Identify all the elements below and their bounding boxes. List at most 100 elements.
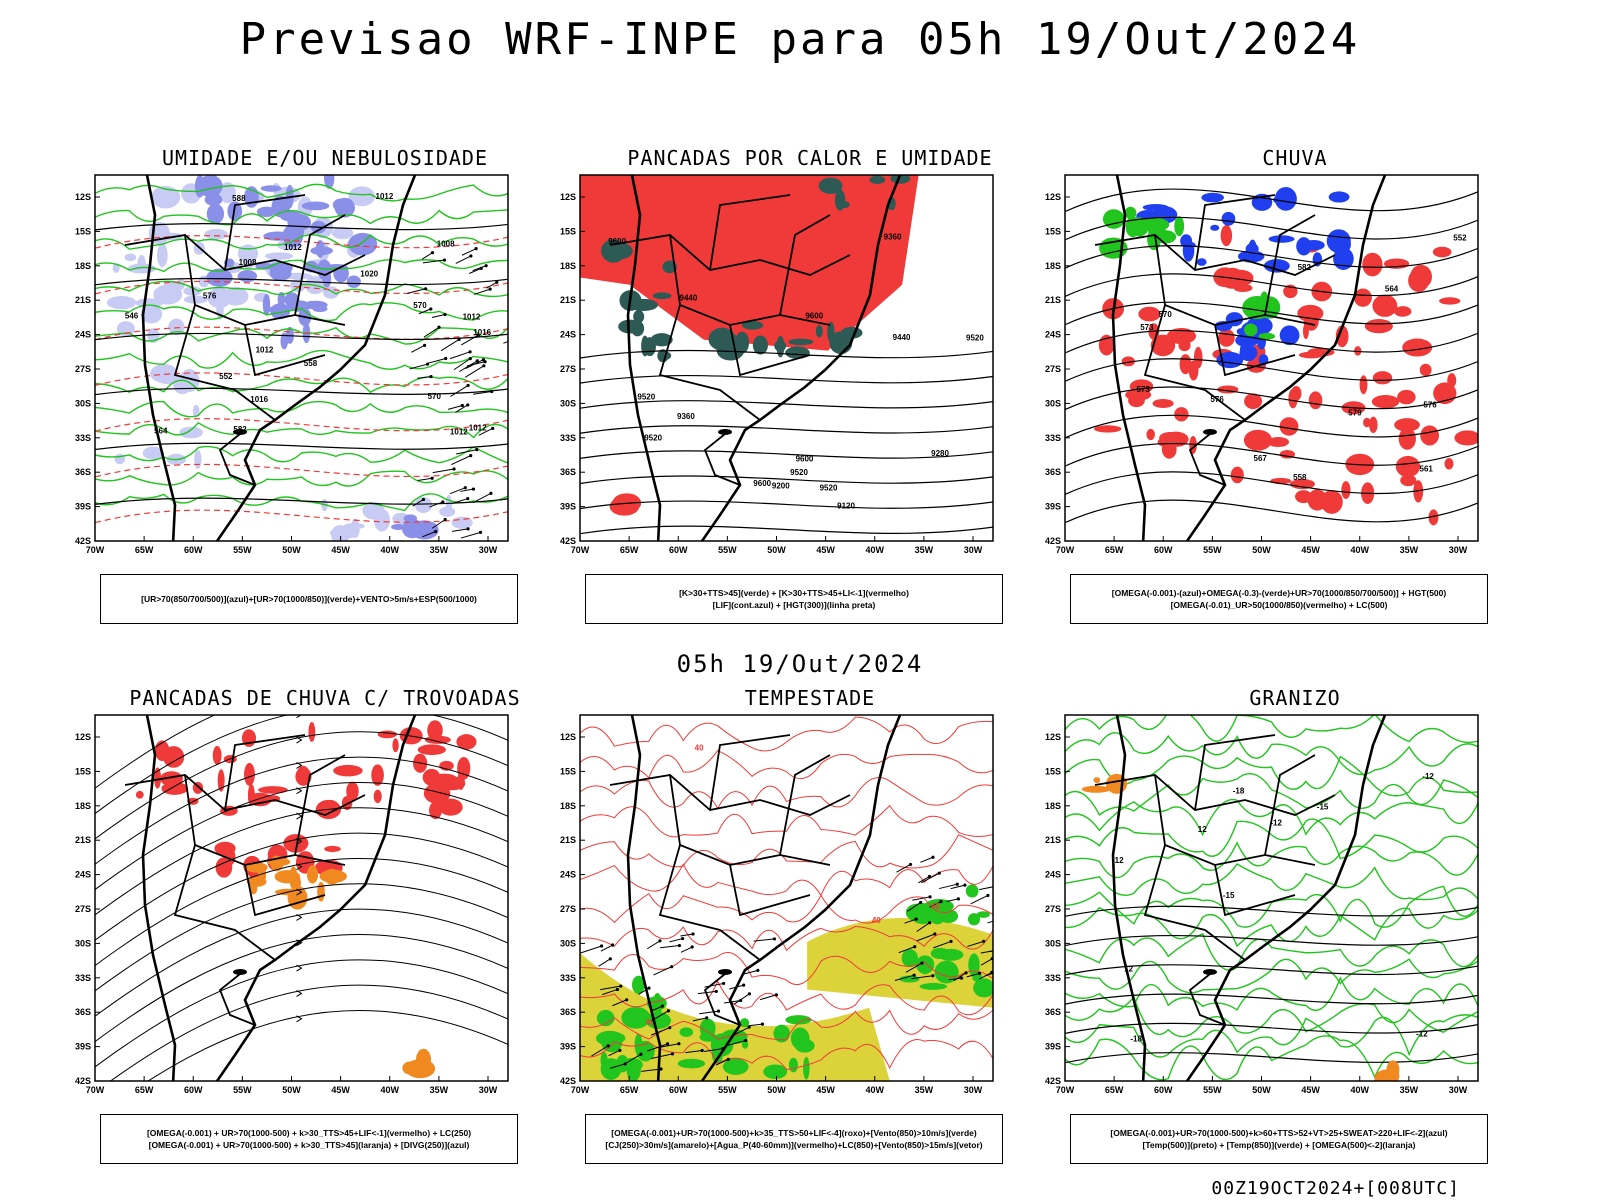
wind-vector-head <box>666 1009 671 1013</box>
humidity-contour-green <box>95 209 508 226</box>
wind-vector-head <box>479 266 483 271</box>
wind-area-green <box>920 965 931 975</box>
wind-vector-head <box>442 258 447 262</box>
wind-area-green <box>600 1051 608 1069</box>
streamline <box>95 807 508 916</box>
wind-vector <box>946 898 959 902</box>
lat-label: 39S <box>75 1042 91 1052</box>
wind-vector <box>450 384 469 397</box>
rain-area-green <box>1258 332 1276 340</box>
instability-area-teal <box>633 309 645 324</box>
lat-label: 27S <box>75 364 91 374</box>
rain-area-red <box>1408 269 1430 293</box>
lon-label: 35W <box>915 1085 934 1095</box>
wind-vector-head <box>491 426 495 430</box>
rain-area-red <box>1359 375 1368 395</box>
lat-label: 33S <box>75 973 91 983</box>
contour-label: 570 <box>413 301 427 310</box>
contour-label: 573 <box>1140 323 1154 332</box>
rain-area-red <box>1362 252 1383 277</box>
lat-label: 15S <box>560 226 576 236</box>
rain-area-red <box>1419 363 1432 377</box>
thunderstorm-area-red <box>135 790 144 799</box>
state-borders <box>1094 734 1336 1026</box>
streamline-arrow <box>296 863 303 871</box>
wind-vector-head <box>716 1009 721 1013</box>
wind-vector-head <box>606 1044 610 1048</box>
legend-line: [CJ(250)>30m/s](amarelo)+[Agua_P(40-60mm… <box>605 1140 983 1150</box>
lon-label: 55W <box>718 1085 737 1095</box>
rain-area-red <box>1428 509 1439 526</box>
lon-label: 70W <box>86 1085 105 1095</box>
wind-vector-head <box>460 403 464 408</box>
height-contour <box>580 400 993 409</box>
rain-area-red <box>1341 481 1351 500</box>
contour-label: 40 <box>931 902 940 911</box>
height-contour <box>1065 301 1478 326</box>
height-contour <box>580 349 993 359</box>
humidity-shade-dark <box>312 305 328 313</box>
wind-vector-head <box>982 939 986 944</box>
contour-label: 582 <box>1298 263 1312 272</box>
lat-label: 36S <box>1045 1007 1061 1017</box>
thunderstorm-area-red <box>377 730 397 739</box>
wind-vector <box>905 962 923 973</box>
rain-area-green <box>1102 209 1125 229</box>
lon-label: 65W <box>1105 1085 1124 1095</box>
streamline <box>95 933 508 1042</box>
lat-label: 30S <box>75 398 91 408</box>
wind-vector-head <box>518 335 521 338</box>
humidity-shade-light <box>218 182 236 204</box>
rain-area-blue <box>1236 328 1246 336</box>
contour-label: 1016 <box>473 328 491 337</box>
streamline-arrow <box>296 787 303 795</box>
wind-vector <box>409 363 428 370</box>
thunderstorm-area-orange <box>415 1048 432 1071</box>
temp500-contour <box>1065 1052 1478 1064</box>
lat-label: 18S <box>75 261 91 271</box>
humidity-contour-green <box>95 302 508 322</box>
wind-area-green <box>596 1009 615 1027</box>
pressure-contour <box>95 442 508 451</box>
rain-area-red <box>1243 429 1273 451</box>
rain-area-red <box>1413 480 1424 503</box>
lon-label: 30W <box>1449 545 1468 555</box>
water-contour-red <box>580 863 993 897</box>
humidity-shade-light <box>140 304 163 324</box>
contour-label: 1012 <box>256 345 274 354</box>
temp500-contour <box>1065 1022 1478 1035</box>
humidity-contour-green <box>95 349 508 370</box>
map-frame <box>94 714 509 1082</box>
thunderstorm-area-orange <box>319 869 347 884</box>
lon-label: 70W <box>571 1085 590 1095</box>
rain-area-red <box>1394 418 1420 432</box>
thunderstorm-area-orange <box>306 865 319 884</box>
height-contour <box>1065 188 1478 213</box>
state-borders <box>124 734 366 1026</box>
water-contour-red <box>580 925 993 952</box>
contour-label: -18 <box>1130 1034 1142 1043</box>
coastline <box>626 715 902 1081</box>
lagoa-dos-patos <box>718 969 732 975</box>
wind-vector-head <box>466 527 470 531</box>
lon-label: 35W <box>1400 1085 1419 1095</box>
wind-vector-head <box>931 855 935 859</box>
contour-label: 567 <box>1254 454 1268 463</box>
streamline-arrow <box>296 990 303 997</box>
wind-vector-head <box>466 496 470 501</box>
wind-vector <box>412 499 424 507</box>
rain-area-red <box>1393 306 1412 317</box>
humidity-shade-light <box>116 321 135 337</box>
lon-label: 40W <box>865 545 884 555</box>
thunderstorm-area-red <box>244 762 255 786</box>
pressure-contour <box>95 497 508 505</box>
omega-area-orange <box>1093 777 1101 784</box>
panel-title: CHUVA <box>1262 146 1328 170</box>
map-layers: -12 -12 -12 -15 -15 -18 -18 -12 12 12 <box>1065 715 1478 1081</box>
lat-label: 27S <box>560 904 576 914</box>
rain-area-red <box>1432 246 1452 258</box>
lat-label: 21S <box>560 835 576 845</box>
rain-area-red <box>1178 339 1191 352</box>
wind-vector <box>753 938 775 942</box>
wind-vector <box>459 360 478 373</box>
